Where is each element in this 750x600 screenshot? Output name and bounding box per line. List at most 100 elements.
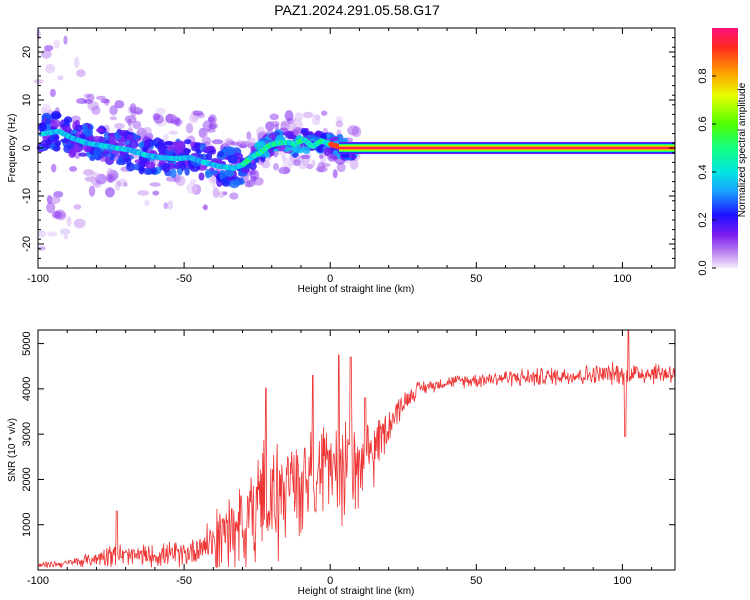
spectrogram-cell	[244, 181, 252, 188]
spectrogram-cell	[315, 114, 321, 121]
spectrogram-cell	[111, 150, 121, 155]
snr-y-tick-label: 3000	[21, 422, 33, 446]
spectrogram-cell	[127, 118, 132, 127]
spectrogram-cell	[109, 116, 118, 121]
colorbar-gradient	[712, 28, 738, 268]
spectrogram-cell	[89, 156, 96, 161]
spectrogram-x-tick-label: -100	[27, 273, 49, 285]
spectrogram-cell	[137, 143, 146, 148]
spectrogram-cell	[107, 174, 114, 183]
spectrogram-cell	[53, 145, 60, 152]
spectrogram-cell	[205, 168, 211, 179]
spectrogram-y-tick-label: -10	[21, 188, 33, 204]
spectrogram-cell	[50, 134, 56, 142]
spectrogram-cell	[185, 123, 194, 134]
spectrogram-cell	[332, 169, 338, 179]
spectrogram-y-tick-label: -20	[21, 236, 33, 252]
spectrogram-cell	[162, 133, 169, 142]
spectrogram-cell	[350, 153, 357, 159]
spectrogram-cell	[91, 105, 101, 116]
spectrogram-cell	[115, 142, 126, 147]
spectrogram-cell	[129, 103, 137, 114]
spectrogram-x-label: Height of straight line (km)	[298, 284, 415, 295]
spectrogram-cell	[66, 216, 72, 227]
spectrogram-cell	[50, 110, 62, 120]
snr-x-tick-label: 100	[613, 575, 631, 587]
spectrogram-cell	[294, 127, 303, 135]
snr-y-tick-label: 5000	[21, 331, 33, 355]
spectrogram-x-tick-label: -50	[176, 273, 192, 285]
spectrogram-cell	[96, 95, 106, 100]
spectrogram-cell	[211, 178, 216, 189]
spectrogram-cell	[204, 128, 209, 137]
spectrogram-cell	[225, 146, 236, 157]
spectrogram-cell	[45, 64, 56, 74]
spectrogram-y-tick-label: 0	[21, 145, 33, 151]
spectrogram-cell	[274, 123, 279, 132]
spectrogram-cell	[284, 110, 294, 122]
colorbar-tick-label: 0.2	[697, 212, 709, 227]
spectrogram-cell	[150, 167, 157, 175]
spectrogram-x-tick-label: 100	[613, 273, 631, 285]
colorbar-tick-label: 0.8	[697, 68, 709, 83]
spectrogram-cell	[273, 162, 279, 171]
spectrogram-cell	[226, 168, 235, 177]
spectrogram-cell	[210, 170, 219, 175]
spectrogram-cell	[183, 139, 192, 145]
spectrogram-cell	[162, 162, 171, 173]
spectrogram-cell	[37, 230, 47, 238]
spectrogram-cell	[142, 146, 148, 153]
spectrogram-cell	[46, 202, 56, 214]
spectrogram-cell	[287, 134, 297, 140]
spectrogram-cell	[176, 141, 186, 147]
spectrogram-cell	[118, 129, 128, 137]
spectrogram-cell	[217, 150, 224, 158]
spectrogram-cell	[323, 147, 331, 157]
spectrogram-cell	[282, 157, 293, 170]
spectrogram-cell	[153, 114, 164, 124]
snr-axes: -100 -50 0 50 100 1000 2000 3000 4000 5000	[21, 330, 675, 587]
spectrogram-cell	[202, 205, 208, 210]
spectrogram-cell	[59, 228, 71, 235]
spectrogram-cell	[321, 110, 328, 116]
snr-x-tick-label: 50	[470, 575, 482, 587]
spectrogram-cell	[126, 157, 132, 168]
spectrogram-cell	[124, 153, 130, 158]
spectrogram-cell	[175, 175, 186, 187]
spectrogram-cell	[73, 56, 80, 69]
spectrogram-cell	[44, 45, 54, 51]
spectrogram-cell	[83, 169, 95, 176]
carrier-band	[339, 147, 675, 149]
spectrogram-cell	[192, 110, 204, 116]
spectrogram-y-label: Frequency (Hz)	[7, 114, 18, 183]
spectrogram-cell	[300, 154, 311, 159]
spectrogram-cell	[78, 152, 88, 157]
spectrogram-cell	[186, 182, 198, 194]
spectrogram-cell	[178, 119, 184, 124]
spectrogram-cell	[108, 135, 117, 145]
spectrogram-cell	[117, 158, 124, 163]
spectrogram-cell	[88, 185, 96, 197]
spectrogram-cell	[155, 107, 166, 115]
spectrogram-cell	[47, 231, 58, 237]
spectrogram-cell	[93, 149, 99, 160]
snr-panel: -100 -50 0 50 100 1000 2000 3000 4000 5000 Height…	[7, 329, 676, 597]
spectrogram-cell	[165, 176, 178, 182]
spectrogram-cell	[168, 130, 178, 135]
snr-x-tick-label: 0	[327, 575, 333, 587]
spectrogram-cell	[84, 176, 96, 182]
spectrogram-cell	[114, 100, 125, 109]
spectrogram-cell	[250, 175, 257, 182]
spectrogram-cell	[208, 123, 217, 130]
spectrogram-cell	[54, 141, 61, 146]
spectrogram-cell	[149, 182, 161, 187]
spectrogram-cell	[51, 211, 62, 219]
colorbar-tick-label: 0.4	[697, 164, 709, 179]
spectrogram-cell	[319, 154, 324, 159]
spectrogram-cell	[53, 191, 64, 198]
spectrogram-cell	[137, 126, 143, 133]
spectrogram-cell	[227, 154, 238, 164]
spectrogram-cell	[199, 143, 207, 150]
